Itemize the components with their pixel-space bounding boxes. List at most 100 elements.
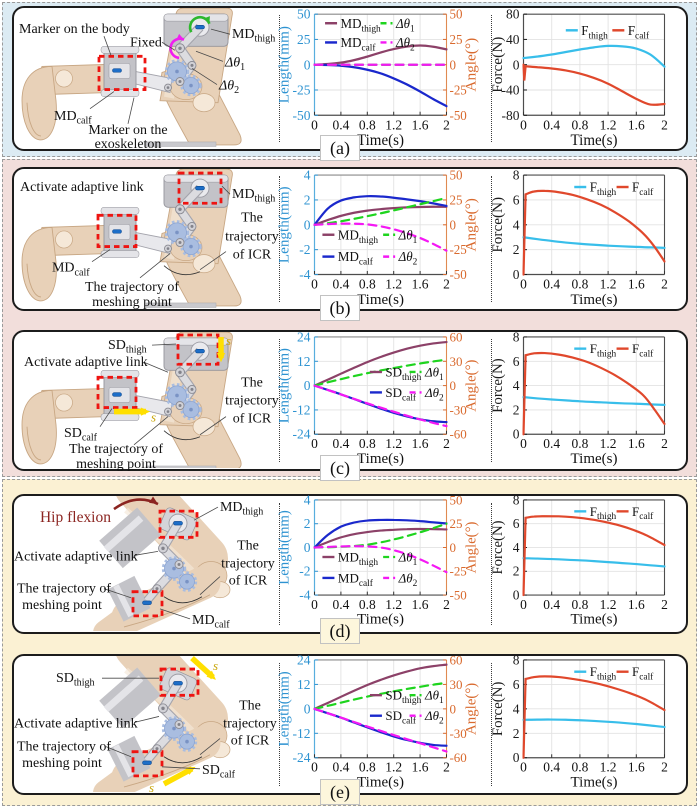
column-divider <box>491 339 492 462</box>
y-tick-label-left: 50 <box>297 7 311 22</box>
x-axis-label: Time(s) <box>357 775 404 791</box>
x-tick-label: 0.4 <box>543 597 560 612</box>
x-tick-label: 2 <box>661 597 668 612</box>
annotation-md_calf: MDcalf <box>52 260 90 279</box>
left-axis-label: Force(N) <box>490 520 506 574</box>
panel-b: Activate adaptive link MDthigh The trajecto… <box>12 167 688 321</box>
x-tick-label: 1.2 <box>385 597 402 612</box>
text-label: s <box>226 333 231 348</box>
chart-b-length-angle: 0 0.4 0.8 1.2 1.6 2 -4 -2 0 2 4 -50 -25 0 25 50 Time(s) L… <box>277 168 480 308</box>
annotation-md_thigh: MDthigh <box>232 186 275 205</box>
panel-label-text: (c) <box>330 457 350 478</box>
annotation-dtheta1: Δθ1 <box>224 54 245 73</box>
annotation-activate: Activate adaptive link <box>20 179 145 195</box>
panel-label-text: (a) <box>330 137 350 158</box>
y-tick-label-right: -25 <box>450 82 468 97</box>
series--1- <box>313 196 448 226</box>
y-tick-label-left: 8 <box>513 329 520 344</box>
left-axis-label: Length(mm) <box>276 26 293 103</box>
x-tick-label: 1.2 <box>385 117 402 132</box>
x-tick-label: 1.6 <box>412 117 429 132</box>
chart-a-length-angle: 0 0.4 0.8 1.2 1.6 2-50-2502550-50-2502550Time… <box>276 7 480 149</box>
x-tick-label: 1.6 <box>412 597 429 612</box>
x-tick-label: 0 <box>311 436 318 451</box>
y-tick-label-right: -60 <box>450 750 467 765</box>
x-axis-label: Time(s) <box>357 451 404 467</box>
y-tick-label-left: 6 <box>513 677 520 692</box>
left-axis-label: Length(mm) <box>276 348 292 423</box>
y-tick-label-left: -2 <box>299 242 310 257</box>
y-tick-label-left: -2 <box>299 564 310 579</box>
y-tick-label-left: 0 <box>513 57 520 72</box>
x-tick-label: 0.8 <box>571 597 588 612</box>
series-f-calf- <box>522 351 666 436</box>
x-axis-label: Time(s) <box>357 292 404 308</box>
annotation-traj_icr-line1: The <box>241 374 263 390</box>
marker-dot <box>112 68 122 73</box>
y-tick-label-left: -12 <box>293 726 311 741</box>
y-tick-label-right: 30 <box>450 354 463 369</box>
x-axis-label: Time(s) <box>571 775 618 791</box>
y-tick-label-left: 0 <box>513 427 520 442</box>
x-tick-label: 0 <box>311 760 318 775</box>
y-tick-label-left: 2 <box>304 192 311 207</box>
x-tick-label: 0.8 <box>571 117 588 132</box>
legend-label: Δθ1 <box>398 227 418 246</box>
legend-label: SDthigh <box>385 364 421 382</box>
column-divider <box>279 339 280 462</box>
series-sd-thigh- <box>313 663 448 711</box>
y-tick-label-left: 4 <box>513 217 520 232</box>
legend-label: Δθ2 <box>395 35 415 54</box>
x-tick-label: 0.4 <box>332 597 349 612</box>
x-tick-label: 0.8 <box>359 760 376 775</box>
annotation-traj_mesh-line2: meshing point <box>76 456 156 472</box>
panel-label-b: (b) <box>320 295 360 321</box>
annotation-md_calf: MDcalf <box>54 108 92 127</box>
series--1- <box>313 358 448 387</box>
y-tick-label-left: 24 <box>297 329 311 344</box>
y-tick-label-left: 80 <box>506 7 520 22</box>
y-tick-label-left: 6 <box>513 354 520 369</box>
x-tick-label: 2 <box>661 277 668 292</box>
x-tick-label: 1.2 <box>600 436 617 451</box>
x-tick-label: 0.8 <box>571 436 588 451</box>
y-tick-label-left: -50 <box>293 108 311 123</box>
series-f-thigh- <box>522 557 666 568</box>
panel-a: Marker on the body Fixed MDthigh Δθ1 Δθ2 MDca… <box>12 6 688 161</box>
series--2- <box>313 707 448 753</box>
y-tick-label-right: 60 <box>450 329 463 344</box>
x-tick-label: 0 <box>311 277 318 292</box>
y-tick-label-right: -25 <box>450 565 467 579</box>
column-divider <box>491 176 492 302</box>
legend-label: Fthigh <box>590 179 617 198</box>
right-axis-label: Angle(°) <box>463 359 479 411</box>
marker-dot <box>173 521 183 526</box>
series-f-thigh- <box>522 44 666 68</box>
y-tick-label-left: 0 <box>304 57 311 72</box>
x-tick-label: 0.8 <box>359 117 376 132</box>
x-tick-label: 0.8 <box>359 436 376 451</box>
chart-a-force: 0 0.4 0.8 1.2 1.6 2 -80 -40 0 40 80 Time(s) Force(N)… <box>489 7 668 149</box>
series-md-calf- <box>313 63 448 108</box>
legend-label: Δθ1 <box>398 551 418 568</box>
y-tick-label-right: -30 <box>450 402 467 417</box>
text-label: s <box>151 410 156 425</box>
legend-label: MDthigh <box>338 227 378 246</box>
annotation-sd_thigh: SDthigh <box>56 670 95 689</box>
y-tick-label-right: -30 <box>450 726 467 741</box>
marker-dot <box>173 681 183 686</box>
y-tick-label-left: 4 <box>513 540 520 555</box>
annotation-traj_icr-line3: of ICR <box>229 573 268 589</box>
x-tick-label: 2 <box>443 436 450 451</box>
left-axis-label: Force(N) <box>490 197 506 253</box>
y-tick-label-left: 0 <box>513 750 520 765</box>
x-tick-label: 0.4 <box>332 277 349 292</box>
left-axis-label: Length(mm) <box>277 186 293 263</box>
x-tick-label: 1.2 <box>385 436 402 451</box>
annotation-traj_mesh-line1: The trajectory of <box>17 739 111 755</box>
y-tick-label-right: -60 <box>450 427 467 442</box>
y-tick-label-right: -50 <box>450 108 468 123</box>
right-axis-label: Angle(°) <box>464 198 480 251</box>
y-tick-label-right: 50 <box>450 7 463 22</box>
series-md-thigh- <box>313 205 448 226</box>
